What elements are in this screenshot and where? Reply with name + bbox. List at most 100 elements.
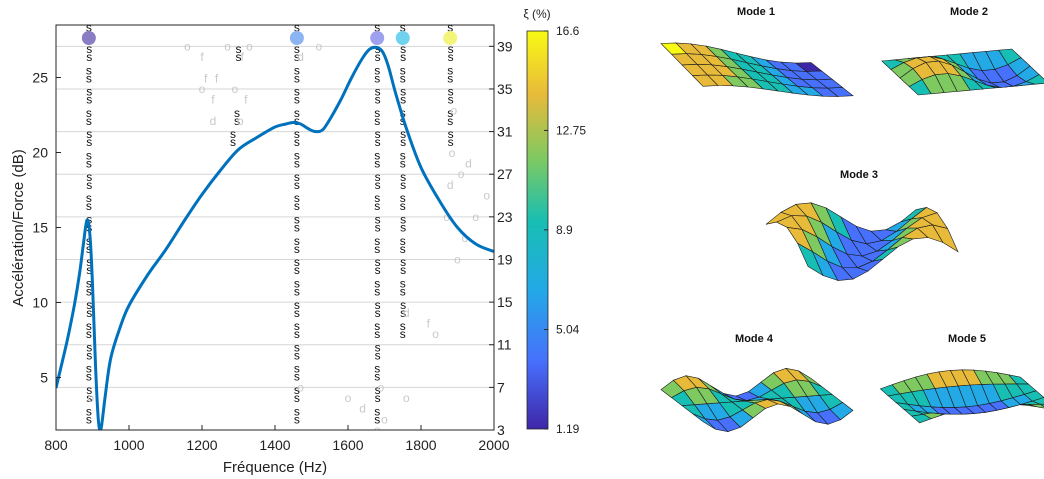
stab-mark-s: s — [236, 42, 242, 56]
stab-mark-f: f — [427, 316, 431, 330]
stab-mark-s: s — [86, 191, 92, 205]
colorbar-tick-label: 16.6 — [556, 24, 580, 38]
stab-mark-s: s — [400, 63, 406, 77]
stab-mark-o: o — [237, 114, 244, 128]
stab-mark-s: s — [294, 149, 300, 163]
x-tick-label: 2000 — [478, 437, 509, 453]
stab-mark-s: s — [374, 362, 380, 376]
stab-mark-s: s — [374, 191, 380, 205]
stab-mark-s: s — [400, 263, 406, 277]
colorbar-tick-label: 1.19 — [556, 422, 580, 436]
stab-mark-s: s — [294, 370, 300, 384]
stab-mark-s: s — [294, 178, 300, 192]
stab-mark-s: s — [294, 106, 300, 120]
stab-mark-s: s — [294, 340, 300, 354]
stab-mark-s: s — [375, 85, 381, 99]
stab-mark-s: s — [86, 340, 92, 354]
stab-mark-s: s — [374, 404, 380, 418]
stab-mark-s: s — [447, 21, 453, 35]
y2-axis-ticks: 3 7 11 15 19 23 27 31 35 39 — [489, 38, 513, 438]
stab-mark-s: s — [375, 178, 381, 192]
stab-mark-s: s — [86, 170, 92, 184]
stab-mark-s: s — [374, 114, 380, 128]
y2-tick-label: 7 — [497, 379, 505, 395]
x-tick-label: 1200 — [186, 437, 217, 453]
stab-mark-s: s — [294, 348, 300, 362]
stab-mark-s: s — [86, 42, 92, 56]
mode-shapes-panel: Mode 1 Mode 2 Mode 3 Mode 4 Mode 5 — [660, 6, 1044, 433]
stab-mark-s: s — [294, 383, 300, 397]
stab-mark-s: s — [447, 63, 453, 77]
stab-mark-s: s — [375, 340, 381, 354]
stab-mark-s: s — [294, 199, 300, 213]
mode-title-4: Mode 4 — [735, 333, 774, 345]
stab-mark-s: s — [374, 276, 380, 290]
stab-mark-s: s — [294, 85, 300, 99]
stab-mark-s: s — [294, 319, 300, 333]
x-tick-label: 800 — [44, 437, 68, 453]
y2-gridlines — [56, 45, 494, 431]
stab-mark-o: o — [403, 391, 410, 405]
stab-mark-s: s — [375, 127, 381, 141]
stab-mark-s: s — [234, 106, 240, 120]
y-axis-ticks: 5 10 15 20 25 — [32, 70, 61, 386]
surface-facet — [998, 48, 1022, 65]
stab-mark-s: s — [400, 255, 406, 269]
surface-facet — [795, 62, 823, 72]
stab-mark-o: o — [297, 380, 304, 394]
stab-mark-s: s — [447, 106, 453, 120]
stab-mark-s: s — [400, 221, 406, 235]
x-axis-label: Fréquence (Hz) — [223, 459, 327, 476]
stab-mark-s: s — [294, 93, 300, 107]
y-tick-label: 25 — [32, 70, 48, 86]
y2-tick-label: 31 — [497, 124, 513, 140]
stab-mark-f: f — [215, 71, 219, 85]
y-tick-label: 5 — [40, 370, 48, 386]
stab-mark-s: s — [400, 234, 406, 248]
stab-mark-s: s — [400, 157, 406, 171]
stab-mark-s: s — [400, 242, 406, 256]
stab-mark-s: s — [86, 383, 92, 397]
x-tick-label: 1600 — [332, 437, 363, 453]
stab-mark-o: o — [374, 423, 381, 437]
stab-mark-d: d — [403, 306, 410, 320]
series-line-frf — [56, 45, 494, 430]
stab-mark-s: s — [374, 412, 380, 426]
mode-shape-4-surface — [660, 367, 854, 433]
y2-tick-label: 3 — [497, 422, 505, 438]
stab-mark-o: o — [443, 210, 450, 224]
stab-mark-s: s — [86, 85, 92, 99]
surface-facet — [900, 207, 927, 222]
stab-mark-d: d — [210, 114, 217, 128]
surface-facet — [1038, 403, 1044, 407]
stab-mark-s: s — [375, 298, 381, 312]
stab-mark-s: s — [294, 50, 300, 64]
stab-mark-o: o — [345, 391, 352, 405]
stab-mark-s: s — [400, 50, 406, 64]
colorbar-label: ξ (%) — [523, 7, 550, 21]
stab-mark-s: s — [374, 370, 380, 384]
stab-mark-o: o — [246, 39, 253, 53]
stab-mark-s: s — [374, 71, 380, 85]
stab-mark-f: f — [211, 93, 215, 107]
colorbar-tick-label: 5.04 — [556, 323, 580, 337]
y-tick-label: 10 — [32, 295, 48, 311]
stab-mark-s: s — [294, 71, 300, 85]
mode-marker — [289, 31, 304, 45]
stab-mark-s: s — [400, 327, 406, 341]
stab-mark-s: s — [86, 213, 92, 227]
stab-mark-s: s — [86, 114, 92, 128]
stab-mark-s: s — [294, 234, 300, 248]
stab-mark-s: s — [374, 327, 380, 341]
stab-mark-s: s — [294, 135, 300, 149]
stab-mark-s: s — [400, 127, 406, 141]
stab-mark-s: s — [294, 298, 300, 312]
stab-mark-s: s — [400, 170, 406, 184]
stab-mark-s: s — [294, 404, 300, 418]
stab-mark-s: s — [400, 93, 406, 107]
y2-tick-label: 15 — [497, 294, 513, 310]
stab-mark-s: s — [230, 135, 236, 149]
stab-mark-s: s — [375, 255, 381, 269]
stab-mark-s: s — [86, 127, 92, 141]
